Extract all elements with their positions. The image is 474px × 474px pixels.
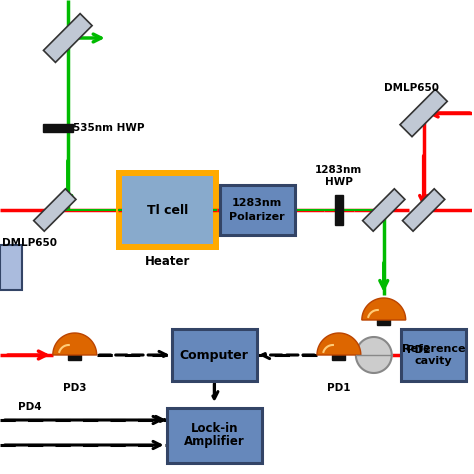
Text: PD1: PD1: [327, 383, 351, 393]
Text: DMLP650: DMLP650: [2, 238, 57, 248]
Text: cavity: cavity: [415, 356, 452, 366]
Bar: [122, 176, 213, 244]
Text: 1283nm
HWP: 1283nm HWP: [315, 165, 363, 187]
Bar: [43, 124, 73, 132]
Bar: [116, 170, 219, 250]
Polygon shape: [34, 189, 76, 231]
Polygon shape: [400, 89, 447, 137]
Polygon shape: [362, 298, 406, 320]
Text: Reference: Reference: [402, 344, 465, 354]
Polygon shape: [53, 333, 97, 355]
Text: PD4: PD4: [18, 402, 42, 412]
Bar: [332, 350, 346, 360]
Text: Computer: Computer: [180, 348, 249, 362]
Bar: [68, 350, 81, 360]
Text: PD2: PD2: [407, 345, 430, 355]
FancyBboxPatch shape: [220, 185, 294, 235]
Text: Polarizer: Polarizer: [229, 211, 285, 221]
FancyBboxPatch shape: [401, 329, 466, 381]
Bar: [377, 315, 390, 325]
FancyBboxPatch shape: [172, 329, 257, 381]
Text: 535nm HWP: 535nm HWP: [73, 123, 144, 133]
Text: PD3: PD3: [63, 383, 87, 393]
Text: DMLP650: DMLP650: [384, 83, 439, 93]
Bar: [335, 195, 343, 225]
Polygon shape: [402, 189, 445, 231]
Text: Amplifier: Amplifier: [184, 435, 245, 448]
Text: Heater: Heater: [145, 255, 190, 268]
Polygon shape: [356, 337, 392, 373]
Polygon shape: [317, 333, 361, 355]
Text: Lock-in: Lock-in: [191, 422, 238, 435]
Text: Tl cell: Tl cell: [147, 203, 188, 217]
Polygon shape: [44, 14, 92, 63]
Bar: [0, 245, 22, 290]
Polygon shape: [363, 189, 405, 231]
Text: 1283nm: 1283nm: [232, 199, 283, 209]
FancyBboxPatch shape: [167, 408, 262, 463]
